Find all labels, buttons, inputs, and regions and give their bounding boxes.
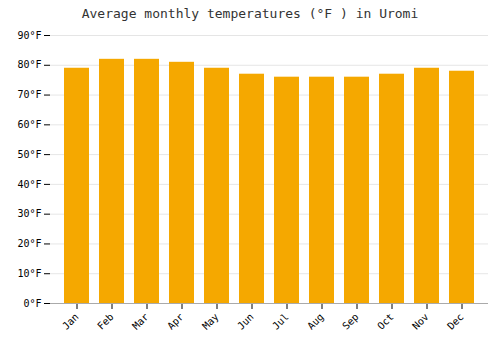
svg-text:Jan: Jan — [60, 311, 81, 332]
svg-text:80°F: 80°F — [17, 59, 41, 70]
svg-text:10°F: 10°F — [17, 268, 41, 279]
svg-text:May: May — [200, 311, 221, 332]
svg-text:90°F: 90°F — [17, 30, 41, 41]
svg-text:40°F: 40°F — [17, 179, 41, 190]
html-text:Average monthly temperatures (: Average monthly temperatures (°F ) in Ur… — [81, 6, 419, 21]
svg-text:Nov: Nov — [410, 311, 431, 332]
svg-text:0°F: 0°F — [23, 298, 41, 309]
svg-text:Mar: Mar — [130, 311, 151, 332]
svg-text:70°F: 70°F — [17, 89, 41, 100]
svg-text:50°F: 50°F — [17, 149, 41, 160]
svg-text:Aug: Aug — [305, 311, 326, 332]
svg-text:Sep: Sep — [340, 311, 361, 332]
svg-text:20°F: 20°F — [17, 238, 41, 249]
svg-text:Oct: Oct — [375, 311, 396, 332]
svg-text:30°F: 30°F — [17, 208, 41, 219]
svg-text:Dec: Dec — [445, 311, 466, 332]
svg-text:Apr: Apr — [165, 311, 186, 332]
svg-text:Feb: Feb — [95, 311, 116, 332]
svg-text:Jun: Jun — [235, 311, 256, 332]
svg-text:60°F: 60°F — [17, 119, 41, 130]
svg-text:Jul: Jul — [270, 311, 291, 332]
